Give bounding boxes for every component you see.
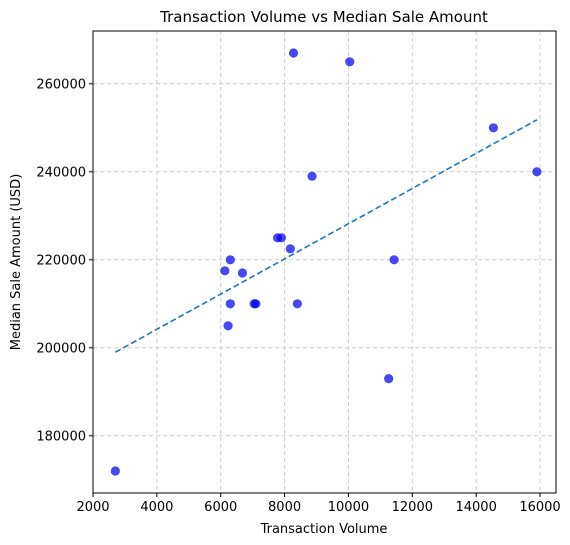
y-tick-label: 260000 bbox=[36, 77, 86, 92]
x-tick-label: 2000 bbox=[76, 500, 109, 515]
chart-title: Transaction Volume vs Median Sale Amount bbox=[159, 8, 488, 26]
y-tick-label: 180000 bbox=[36, 429, 86, 444]
data-point bbox=[488, 123, 499, 133]
x-tick-label: 12000 bbox=[392, 500, 433, 515]
data-point bbox=[237, 268, 248, 278]
data-point bbox=[285, 244, 295, 254]
data-point bbox=[225, 299, 235, 309]
y-tick-label: 220000 bbox=[36, 253, 86, 268]
trend-layer bbox=[114, 119, 538, 353]
x-axis-label: Transaction Volume bbox=[260, 522, 388, 537]
data-point bbox=[251, 299, 261, 309]
x-tick-label: 14000 bbox=[455, 500, 496, 515]
x-tick-label: 6000 bbox=[204, 500, 237, 515]
data-point bbox=[220, 266, 230, 276]
data-point bbox=[389, 255, 399, 265]
x-tick-label: 8000 bbox=[268, 500, 301, 515]
data-point bbox=[345, 57, 355, 67]
x-tick-label: 16000 bbox=[519, 500, 560, 515]
x-tick-label: 4000 bbox=[140, 500, 173, 515]
y-tick-label: 240000 bbox=[36, 165, 86, 180]
data-point bbox=[276, 233, 286, 243]
trend-line bbox=[114, 119, 538, 353]
data-point bbox=[292, 299, 302, 309]
data-point bbox=[223, 321, 233, 331]
data-point bbox=[110, 466, 120, 476]
plot-frame bbox=[92, 30, 557, 494]
ticks-layer: 2000 4000 6000 8000 10000 12000 14000 16000 1800… bbox=[36, 77, 560, 515]
y-tick-label: 200000 bbox=[36, 341, 86, 356]
x-tick-label: 10000 bbox=[328, 500, 369, 515]
data-point bbox=[288, 48, 299, 58]
data-point bbox=[384, 374, 394, 384]
grid-layer bbox=[92, 31, 556, 493]
y-axis-label: Median Sale Amount (USD) bbox=[9, 174, 24, 351]
data-point bbox=[225, 255, 235, 265]
data-point bbox=[532, 167, 542, 177]
points-layer bbox=[110, 48, 542, 476]
data-point bbox=[307, 171, 317, 181]
